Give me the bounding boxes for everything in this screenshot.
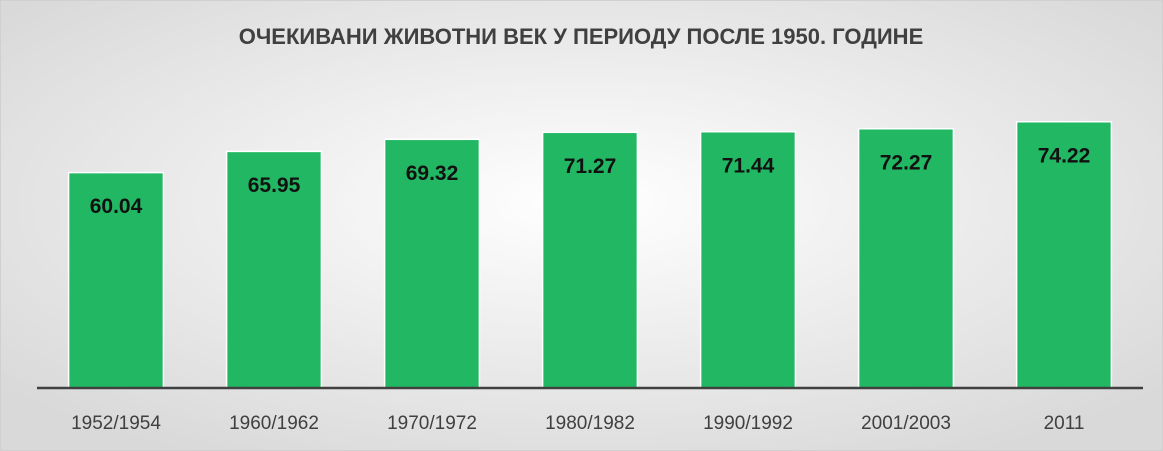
x-tick-label: 1960/1962 bbox=[229, 413, 319, 434]
data-label: 71.44 bbox=[722, 154, 775, 177]
bar bbox=[1015, 120, 1113, 389]
bar bbox=[699, 130, 797, 389]
data-label: 71.27 bbox=[564, 155, 617, 178]
bar bbox=[383, 138, 481, 389]
data-label: 65.95 bbox=[248, 174, 301, 197]
x-tick-label: 1980/1982 bbox=[545, 413, 635, 434]
data-label: 60.04 bbox=[90, 195, 143, 218]
x-tick-label: 1970/1972 bbox=[387, 413, 477, 434]
x-tick-label: 1990/1992 bbox=[703, 413, 793, 434]
data-label: 72.27 bbox=[880, 151, 933, 174]
x-tick-label: 2001/2003 bbox=[861, 413, 951, 434]
chart-title: ОЧЕКИВАНИ ЖИВОТНИ ВЕК У ПЕРИОДУ ПОСЛЕ 19… bbox=[239, 24, 924, 49]
data-label: 69.32 bbox=[406, 162, 459, 185]
x-tick-label: 1952/1954 bbox=[71, 413, 161, 434]
data-label: 74.22 bbox=[1038, 144, 1091, 167]
bar bbox=[541, 131, 639, 389]
bar bbox=[67, 171, 165, 389]
bar bbox=[225, 150, 323, 389]
x-tick-label: 2011 bbox=[1044, 413, 1085, 434]
